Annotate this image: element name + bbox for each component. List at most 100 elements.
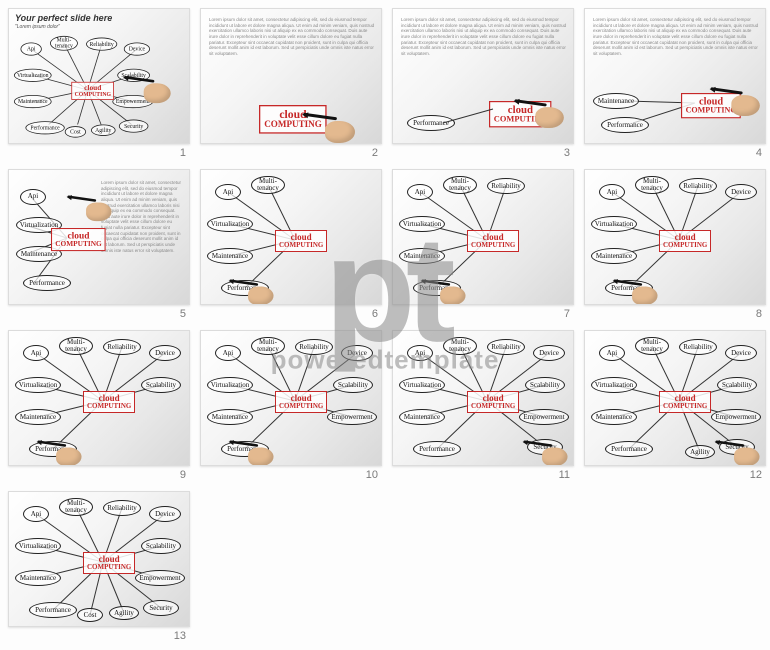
node-virt: Virtualization	[15, 377, 61, 393]
drawing-hand	[720, 430, 759, 466]
slide-cell-9[interactable]: ApiMulti- tenancyReliabilityDeviceVirtua…	[8, 330, 190, 481]
center-cloud-box: cloudCOMPUTING	[275, 230, 327, 252]
node-api: Api	[215, 184, 241, 200]
center-cloud-box: cloudCOMPUTING	[275, 391, 327, 413]
slide-cell-5[interactable]: Lorem ipsum dolor sit amet, consectetur …	[8, 169, 190, 320]
slide-cell-13[interactable]: ApiMulti- tenancyReliabilityDeviceVirtua…	[8, 491, 190, 642]
node-virt: Virtualization	[15, 538, 61, 554]
node-device: Device	[149, 506, 181, 522]
slide-thumb-13[interactable]: ApiMulti- tenancyReliabilityDeviceVirtua…	[8, 491, 190, 627]
slide-cell-6[interactable]: ApiMulti- tenancyVirtualizationMaintenan…	[200, 169, 382, 320]
center-cloud-box: cloudCOMPUTING	[51, 228, 106, 251]
slide-thumb-6[interactable]: ApiMulti- tenancyVirtualizationMaintenan…	[200, 169, 382, 305]
slide-cell-3[interactable]: Lorem ipsum dolor sit amet, consectetur …	[392, 8, 574, 159]
node-device: Device	[725, 345, 757, 361]
slide-thumb-10[interactable]: ApiMulti- tenancyReliabilityDeviceVirtua…	[200, 330, 382, 466]
center-cloud-box: cloudCOMPUTING	[467, 230, 519, 252]
node-scal: Scalability	[525, 377, 565, 393]
node-virt: Virtualization	[591, 216, 637, 232]
lorem-text: Lorem ipsum dolor sit amet, consectetur …	[401, 17, 567, 89]
center-cloud-box: cloudCOMPUTING	[467, 391, 519, 413]
node-maint: Maintenance	[399, 409, 445, 425]
node-device: Device	[341, 345, 373, 361]
slide-cell-10[interactable]: ApiMulti- tenancyReliabilityDeviceVirtua…	[200, 330, 382, 481]
slide-thumb-4[interactable]: Lorem ipsum dolor sit amet, consectetur …	[584, 8, 766, 144]
node-scal: Scalability	[141, 538, 181, 554]
node-empow: Empowerment	[711, 409, 761, 425]
node-virt: Virtualization	[399, 216, 445, 232]
node-reliab: Reliability	[103, 339, 141, 355]
slide-number: 12	[750, 469, 766, 481]
slide-number: 5	[180, 308, 190, 320]
slide-number: 2	[372, 147, 382, 159]
slide-cell-2[interactable]: Lorem ipsum dolor sit amet, consectetur …	[200, 8, 382, 159]
center-cloud-box: cloudCOMPUTING	[659, 391, 711, 413]
node-agil: Agility	[685, 445, 715, 459]
node-perf: Performance	[605, 441, 653, 457]
drawing-hand	[716, 76, 760, 120]
node-perf: Performance	[601, 117, 649, 133]
node-device: Device	[725, 184, 757, 200]
node-agil: Agility	[109, 606, 139, 620]
node-api: Api	[20, 42, 41, 55]
slide-cell-8[interactable]: Api Multi- tenancy Reliability Device Virtua…	[584, 169, 766, 320]
node-reliab: Reliability	[487, 339, 525, 355]
slide-thumb-8[interactable]: Api Multi- tenancy Reliability Device Virtua…	[584, 169, 766, 305]
drawing-hand	[618, 269, 657, 305]
lorem-text: Lorem ipsum dolor sit amet, consectetur …	[593, 17, 759, 81]
node-reliab: Reliability	[679, 178, 717, 194]
node-sec: Security	[119, 120, 149, 133]
node-cost: Cost	[65, 126, 86, 137]
slide-number: 8	[756, 308, 766, 320]
node-multi: Multi- tenancy	[443, 176, 477, 194]
node-virt: Virtualization	[14, 69, 52, 82]
slide-thumb-5[interactable]: Lorem ipsum dolor sit amet, consectetur …	[8, 169, 190, 305]
node-reliab: Reliability	[86, 38, 117, 51]
node-multi: Multi- tenancy	[443, 337, 477, 355]
node-api: Api	[599, 184, 625, 200]
node-multi: Multi- tenancy	[251, 337, 285, 355]
slide-number: 10	[366, 469, 382, 481]
node-multi: Multi- tenancy	[59, 498, 93, 516]
node-api: Api	[20, 189, 46, 205]
slide-cell-1[interactable]: Your perfect slide here"Lorem ipsum dolo…	[8, 8, 190, 159]
node-scal: Scalability	[333, 377, 373, 393]
slide-thumb-1[interactable]: Your perfect slide here"Lorem ipsum dolo…	[8, 8, 190, 144]
node-multi: Multi- tenancy	[59, 337, 93, 355]
node-multi: Multi- tenancy	[50, 36, 78, 51]
node-api: Api	[599, 345, 625, 361]
slide-cell-12[interactable]: ApiMulti- tenancyReliabilityDeviceVirtua…	[584, 330, 766, 481]
center-cloud-box: cloudCOMPUTING	[71, 82, 114, 100]
node-maint: Maintenance	[15, 570, 61, 586]
slide-thumb-3[interactable]: Lorem ipsum dolor sit amet, consectetur …	[392, 8, 574, 144]
lorem-text: Lorem ipsum dolor sit amet, consectetur …	[101, 180, 183, 296]
node-multi: Multi- tenancy	[635, 176, 669, 194]
thumbnail-grid: Your perfect slide here"Lorem ipsum dolo…	[0, 0, 770, 650]
center-cloud-box: cloudCOMPUTING	[83, 552, 135, 574]
slide-thumb-11[interactable]: ApiMulti- tenancyReliabilityDeviceVirtua…	[392, 330, 574, 466]
drawing-hand	[72, 185, 111, 224]
node-maint: Maintenance	[14, 95, 52, 108]
node-perf: Performance	[23, 275, 71, 291]
slide-number: 4	[756, 147, 766, 159]
slide-thumb-9[interactable]: ApiMulti- tenancyReliabilityDeviceVirtua…	[8, 330, 190, 466]
lorem-text: Lorem ipsum dolor sit amet, consectetur …	[209, 17, 375, 97]
node-multi: Multi- tenancy	[251, 176, 285, 194]
slide-number: 7	[564, 308, 574, 320]
node-empow: Empowerment	[327, 409, 377, 425]
slide-number: 1	[180, 147, 190, 159]
slide-cell-11[interactable]: ApiMulti- tenancyReliabilityDeviceVirtua…	[392, 330, 574, 481]
center-cloud-box: cloudCOMPUTING	[83, 391, 135, 413]
slide-thumb-7[interactable]: Api Multi- tenancy Reliability Virtualizati…	[392, 169, 574, 305]
slide-cell-4[interactable]: Lorem ipsum dolor sit amet, consectetur …	[584, 8, 766, 159]
node-virt: Virtualization	[207, 216, 253, 232]
node-maint: Maintenance	[593, 93, 639, 109]
slide-thumb-2[interactable]: Lorem ipsum dolor sit amet, consectetur …	[200, 8, 382, 144]
drawing-hand	[426, 269, 465, 305]
node-api: Api	[407, 184, 433, 200]
slide-thumb-12[interactable]: ApiMulti- tenancyReliabilityDeviceVirtua…	[584, 330, 766, 466]
node-reliab: Reliability	[295, 339, 333, 355]
node-reliab: Reliability	[487, 178, 525, 194]
slide-cell-7[interactable]: Api Multi- tenancy Reliability Virtualizati…	[392, 169, 574, 320]
node-device: Device	[124, 42, 150, 55]
